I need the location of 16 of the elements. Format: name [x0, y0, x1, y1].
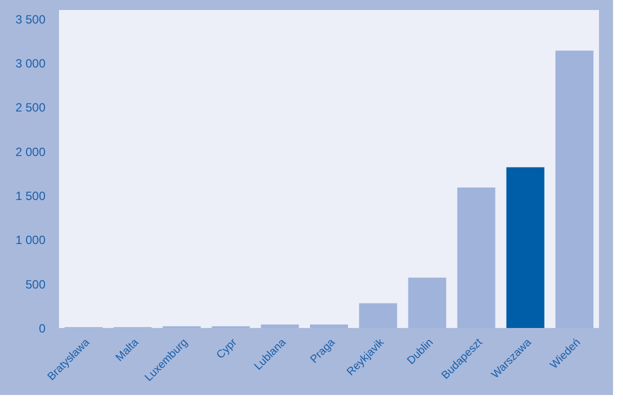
bar — [408, 278, 446, 328]
y-tick-label: 3 500 — [15, 12, 46, 26]
y-tick-label: 2 000 — [15, 144, 46, 159]
bar — [457, 188, 496, 328]
bar — [260, 324, 299, 328]
bar — [555, 50, 594, 328]
y-tick-label: 2 500 — [15, 100, 46, 115]
y-tick-label: 1 500 — [15, 189, 46, 203]
bar — [506, 167, 544, 328]
x-tick-label: Cypr — [214, 336, 240, 362]
bar — [310, 324, 348, 328]
y-tick-label: 3 000 — [15, 56, 46, 70]
y-tick-label: 500 — [25, 277, 46, 292]
y-tick-label: 0 — [38, 322, 46, 336]
y-tick-label: 1 000 — [15, 233, 46, 248]
bar — [359, 303, 398, 328]
